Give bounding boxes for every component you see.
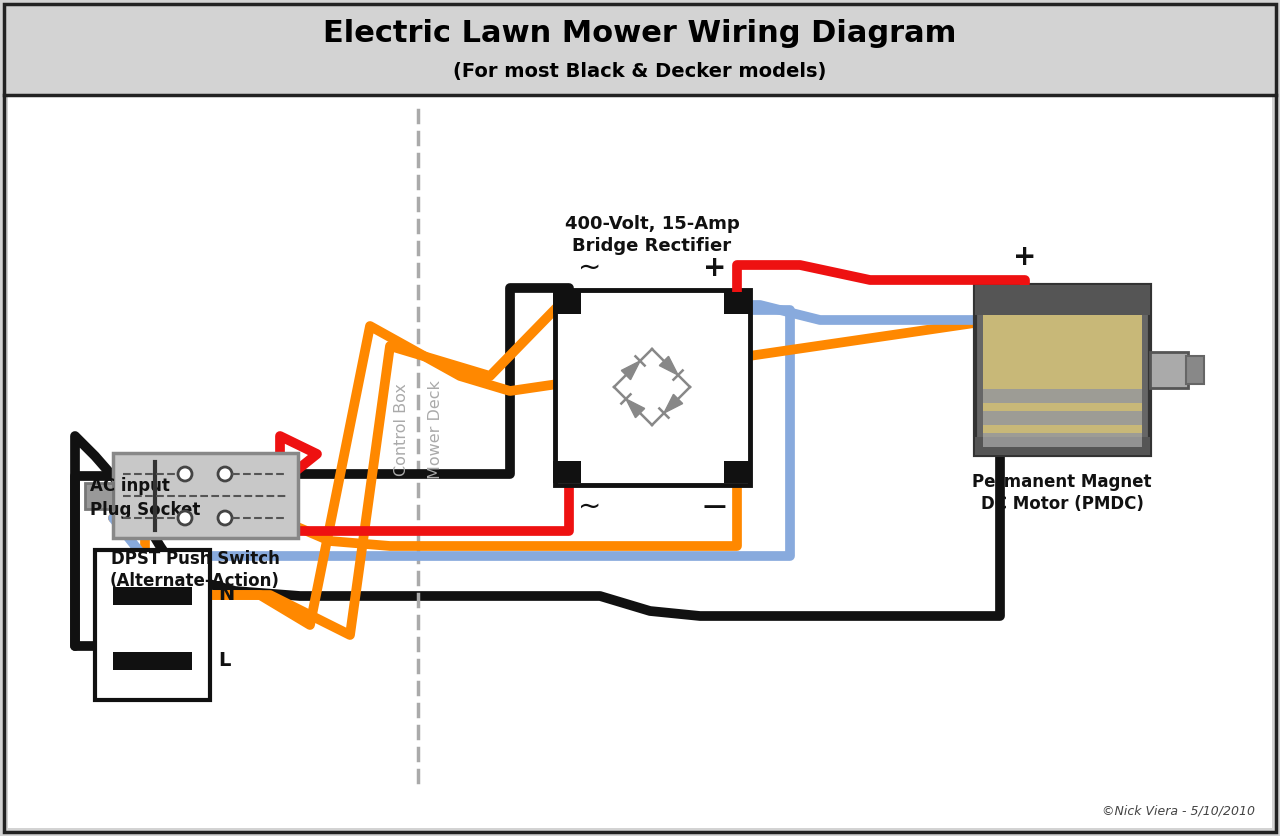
Circle shape [178, 511, 192, 525]
Bar [553, 292, 581, 314]
Polygon shape [659, 356, 678, 375]
Text: Control Box: Control Box [393, 384, 408, 477]
Text: AC input
Plug Socket: AC input Plug Socket [90, 477, 201, 519]
Bar [0, 0, 1280, 95]
Bar [975, 437, 1149, 455]
Text: Permanent Magnet
DC Motor (PMDC): Permanent Magnet DC Motor (PMDC) [973, 473, 1152, 513]
Bar [84, 483, 113, 509]
Text: N: N [218, 585, 234, 604]
Text: ~: ~ [579, 493, 602, 521]
Bar [983, 411, 1142, 425]
Bar [975, 285, 1149, 315]
Text: Mower Deck: Mower Deck [428, 380, 443, 479]
Text: −: − [701, 491, 730, 523]
Text: 400-Volt, 15-Amp
Bridge Rectifier: 400-Volt, 15-Amp Bridge Rectifier [564, 215, 740, 255]
Text: Electric Lawn Mower Wiring Diagram: Electric Lawn Mower Wiring Diagram [324, 19, 956, 48]
Bar [975, 285, 1149, 455]
Bar [95, 550, 210, 700]
Bar [113, 453, 298, 538]
Text: L: L [218, 650, 230, 670]
Bar [556, 290, 750, 485]
Text: (For most Black & Decker models): (For most Black & Decker models) [453, 63, 827, 81]
Bar [983, 315, 1142, 447]
Bar [113, 652, 192, 670]
Text: DPST Push Switch
(Alternate-Action): DPST Push Switch (Alternate-Action) [110, 550, 280, 590]
Bar [724, 461, 753, 483]
Bar [983, 433, 1142, 447]
Bar [113, 587, 192, 605]
Bar [553, 461, 581, 483]
Circle shape [218, 467, 232, 481]
Bar [724, 292, 753, 314]
Text: ~: ~ [579, 254, 602, 282]
Polygon shape [664, 395, 682, 413]
Bar [8, 95, 1272, 828]
Text: ©Nick Viera - 5/10/2010: ©Nick Viera - 5/10/2010 [1102, 805, 1254, 818]
Polygon shape [621, 361, 640, 380]
Bar [1187, 356, 1204, 384]
Bar [1149, 352, 1188, 388]
Circle shape [178, 467, 192, 481]
Text: +: + [703, 254, 727, 282]
Polygon shape [626, 399, 645, 418]
Text: +: + [1014, 243, 1037, 271]
Bar [983, 389, 1142, 403]
Circle shape [218, 511, 232, 525]
